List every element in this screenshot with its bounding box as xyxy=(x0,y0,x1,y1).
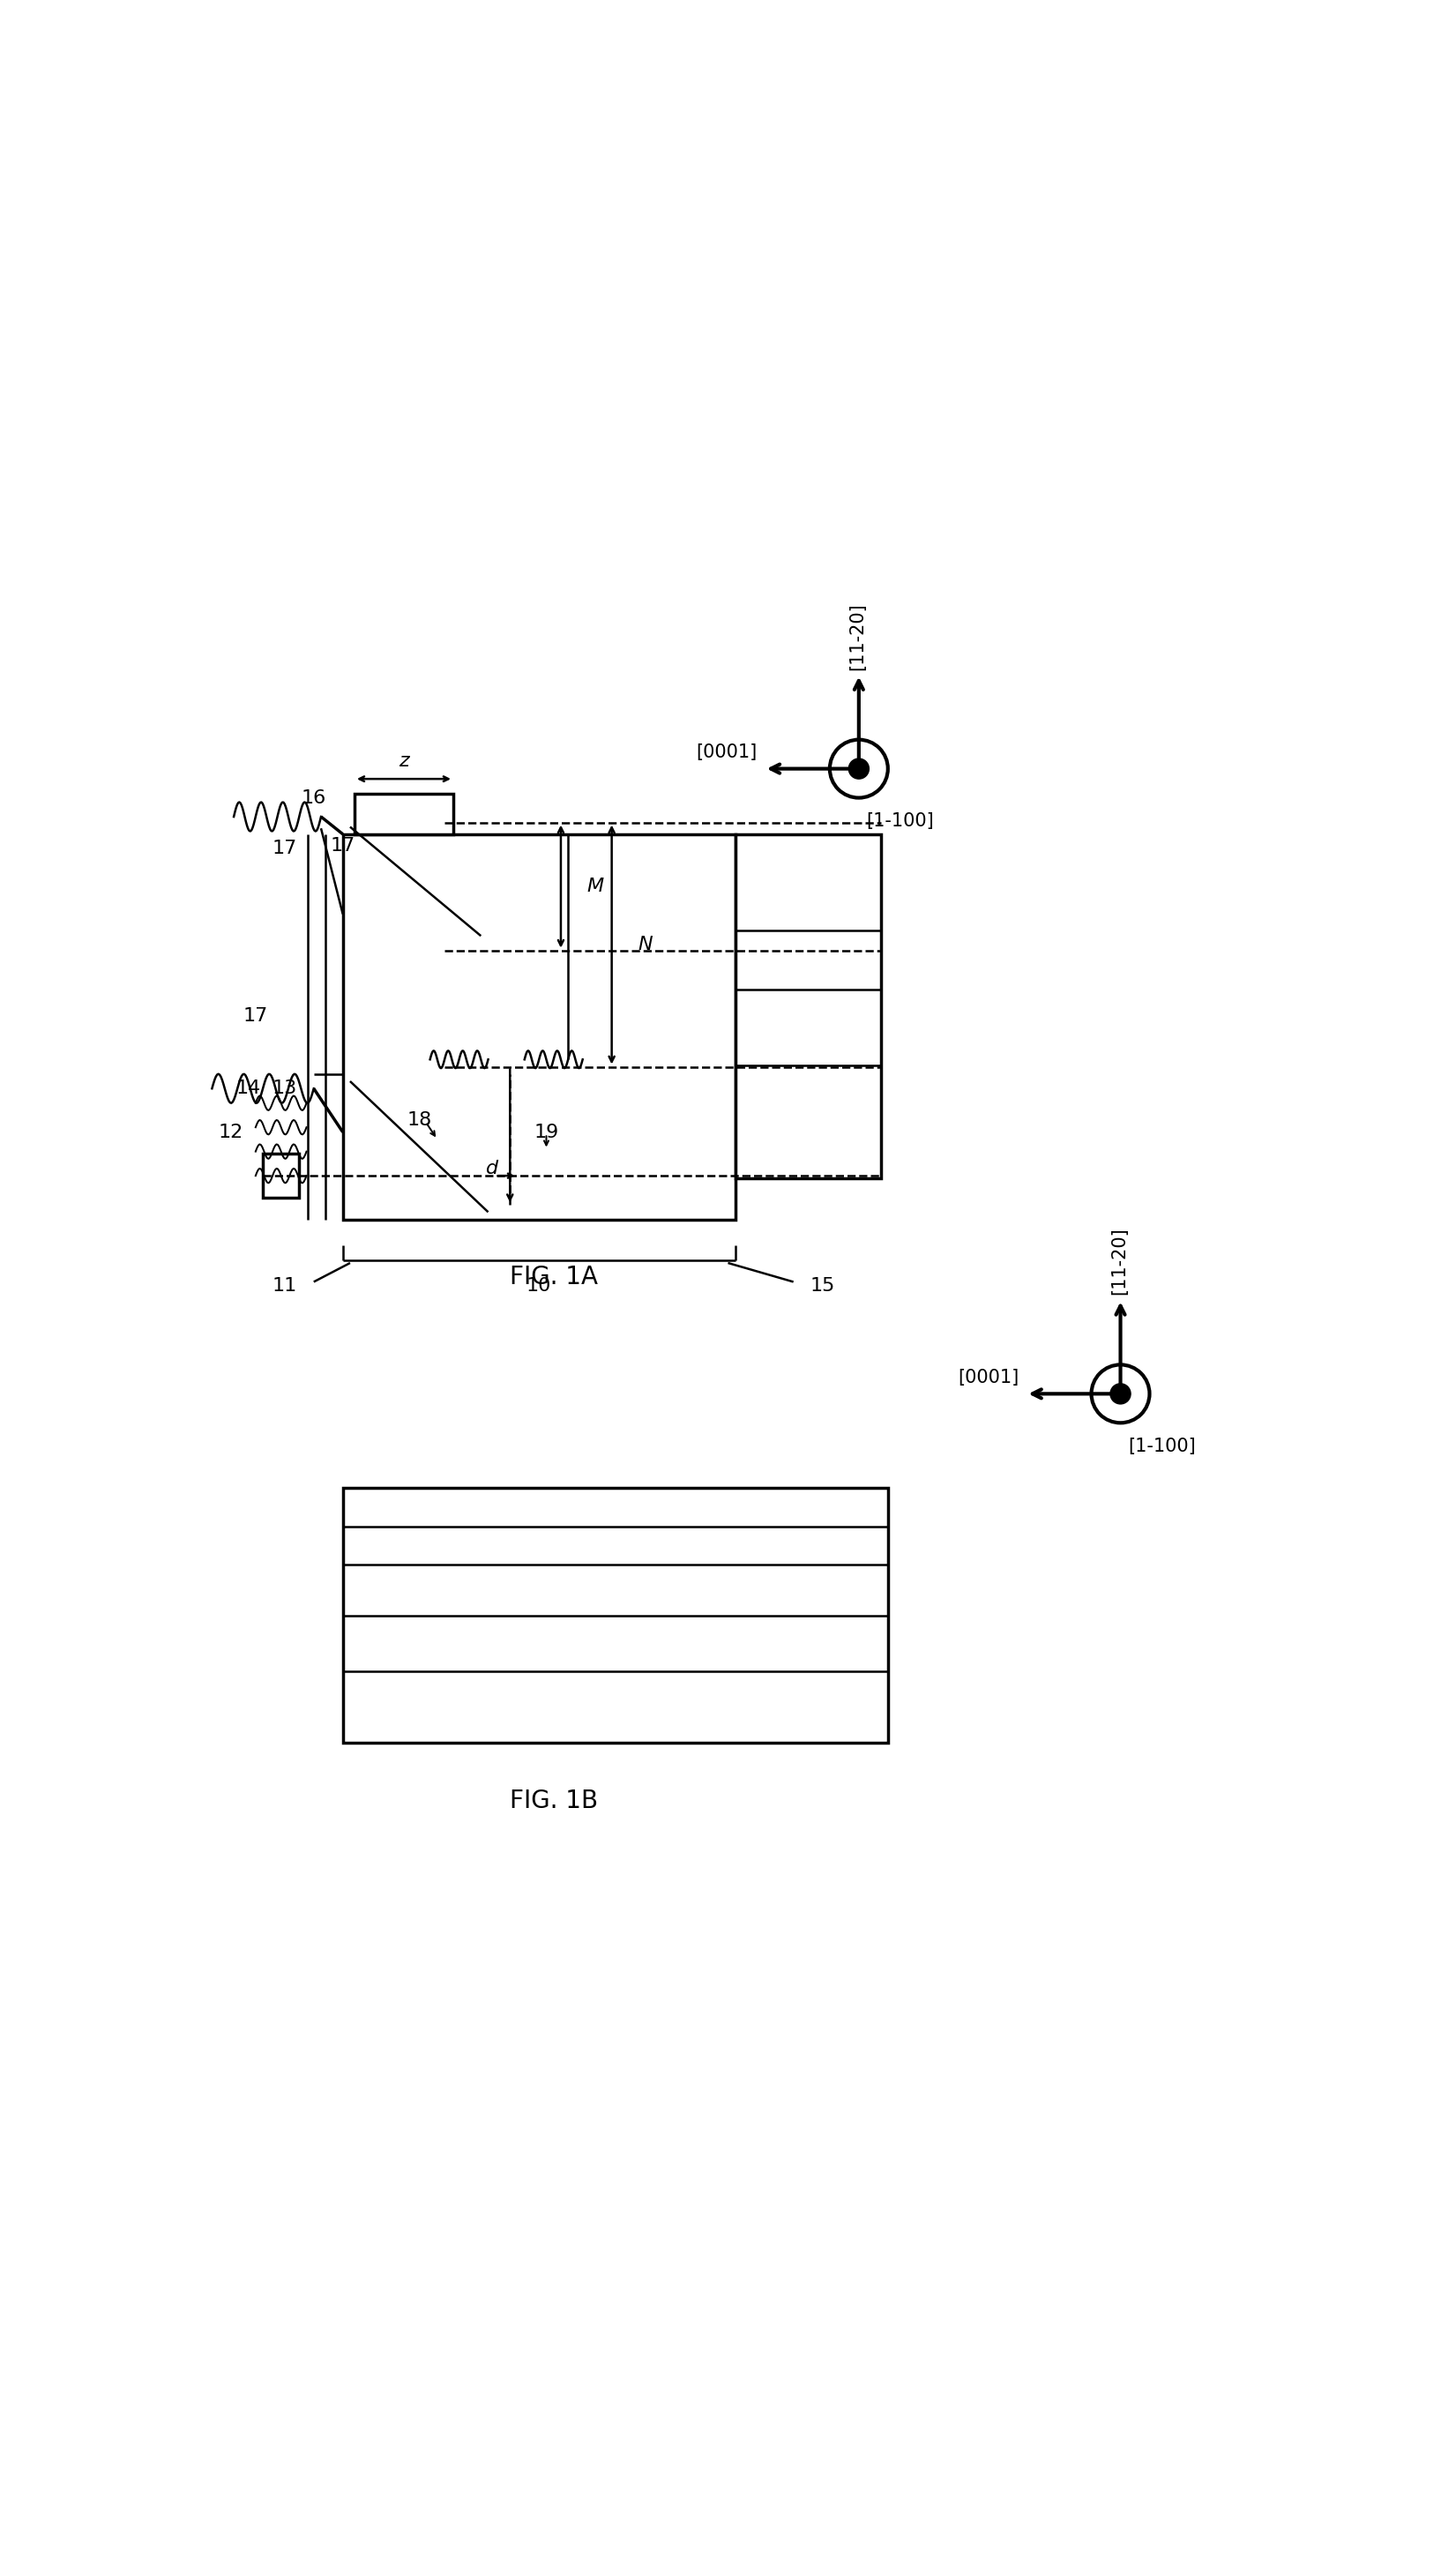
Text: 14: 14 xyxy=(236,1081,261,1096)
Bar xyxy=(354,795,453,833)
Text: 13: 13 xyxy=(272,1081,297,1096)
Text: [0001]: [0001] xyxy=(958,1369,1019,1387)
Text: 17: 17 xyxy=(331,838,355,853)
Bar xyxy=(735,833,881,1178)
Text: 11: 11 xyxy=(272,1278,297,1295)
Text: z: z xyxy=(399,754,409,769)
Bar xyxy=(342,1487,888,1743)
Bar xyxy=(264,1155,298,1198)
Text: 15: 15 xyxy=(810,1278,834,1295)
Text: 17: 17 xyxy=(272,841,297,858)
Text: [0001]: [0001] xyxy=(696,744,757,761)
Text: [11-20]: [11-20] xyxy=(849,603,866,669)
Text: [1-100]: [1-100] xyxy=(1128,1438,1195,1454)
Text: FIG. 1A: FIG. 1A xyxy=(510,1265,597,1290)
Text: 17: 17 xyxy=(243,1007,268,1025)
Text: N: N xyxy=(638,935,652,953)
Text: d: d xyxy=(486,1160,498,1178)
Text: 10: 10 xyxy=(527,1278,552,1295)
Text: [1-100]: [1-100] xyxy=(866,812,933,830)
Text: 19: 19 xyxy=(534,1124,559,1142)
Bar xyxy=(342,833,735,1219)
Text: [11-20]: [11-20] xyxy=(1109,1226,1128,1295)
Circle shape xyxy=(1111,1385,1131,1403)
Text: M: M xyxy=(587,879,604,894)
Text: 12: 12 xyxy=(218,1124,243,1142)
Text: FIG. 1B: FIG. 1B xyxy=(510,1788,598,1814)
Text: 18: 18 xyxy=(408,1111,432,1129)
Circle shape xyxy=(849,759,869,779)
Text: 16: 16 xyxy=(301,789,326,807)
